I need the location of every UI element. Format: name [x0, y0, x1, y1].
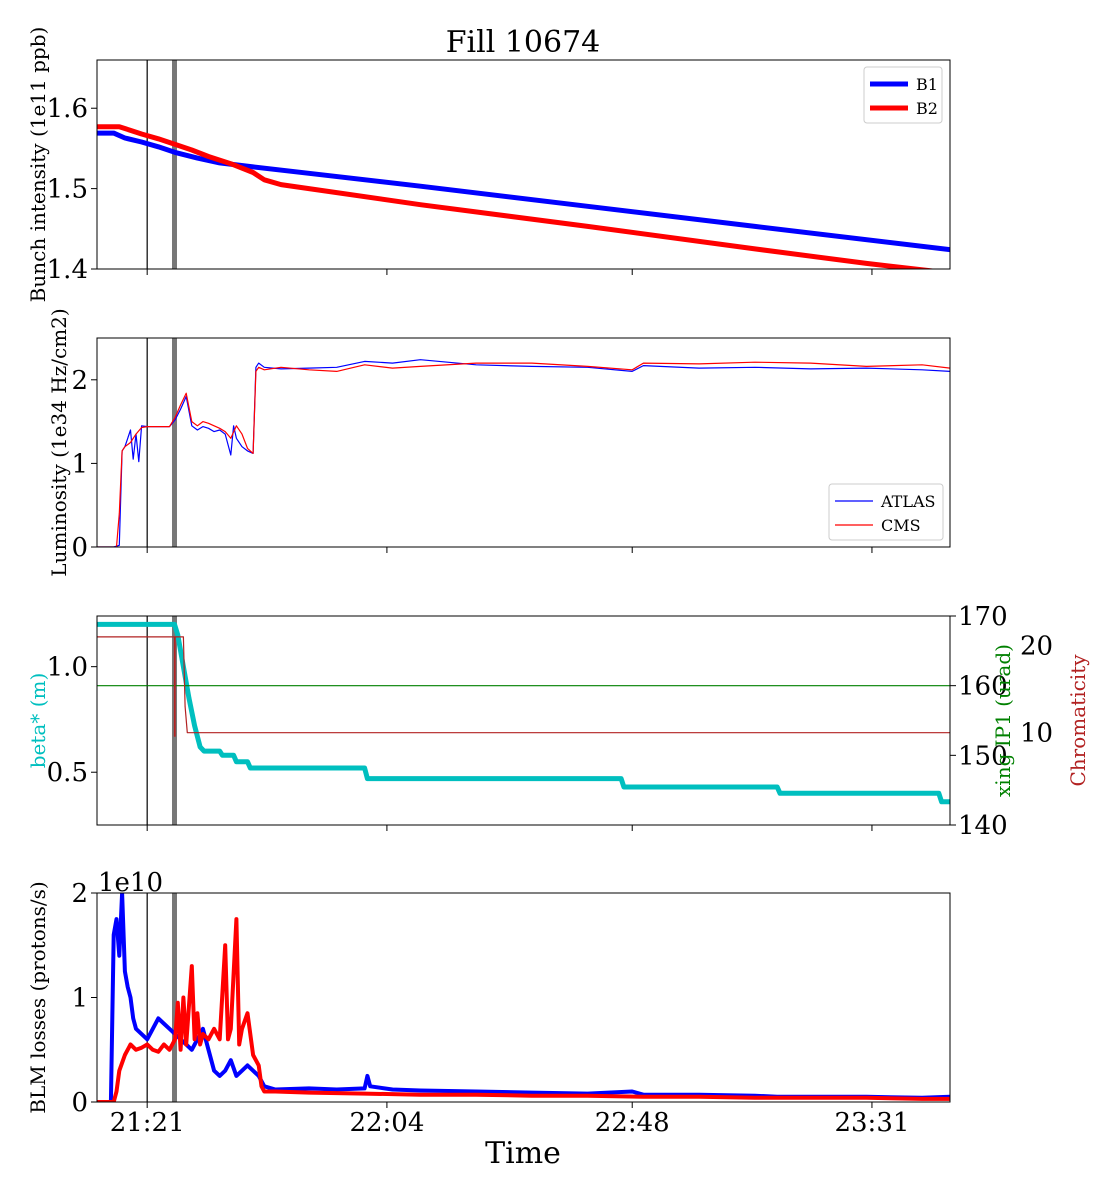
- y-axis-label: Bunch intensity (1e11 ppb): [26, 27, 50, 303]
- x-tick-label: 23:31: [834, 1108, 909, 1138]
- axes-frame: [96, 59, 951, 270]
- panel-4: 0 1 2 21:21 22:04 22:48 23:31 BLM losses (proto…: [26, 868, 951, 1138]
- axes-frame: [96, 337, 951, 548]
- series-chroma-line: [97, 636, 950, 737]
- series-atlas-line: [97, 359, 950, 547]
- y-axis-label: Luminosity (1e34 Hz/cm2): [47, 308, 71, 576]
- y-tick-label: 1.0: [47, 653, 88, 683]
- series-group: [97, 893, 950, 1102]
- x-tick-label: 21:21: [110, 1108, 185, 1138]
- y2-tick-label: 160: [958, 672, 1008, 702]
- legend-label-b2: B2: [916, 99, 938, 118]
- y-tick-label: 0: [71, 1088, 88, 1118]
- y3-tick-label: 10: [1020, 719, 1053, 749]
- y-tick-label: 1.5: [47, 175, 88, 205]
- series-b2-line: [97, 917, 950, 1102]
- y-axis-label: beta* (m): [26, 673, 50, 769]
- series-b2-line: [97, 124, 938, 269]
- legend: ATLAS CMS: [828, 483, 944, 541]
- y2-tick-label: 150: [958, 741, 1008, 771]
- y2-tick-label: 170: [958, 602, 1008, 632]
- series-cms-line: [97, 361, 950, 547]
- y-tick-label: 2: [71, 366, 88, 396]
- y2-tick-label: 140: [958, 811, 1008, 841]
- y-tick-label: 1: [71, 984, 88, 1014]
- x-tick-label: 22:04: [349, 1108, 424, 1138]
- y-tick-label: 1: [71, 449, 88, 479]
- y-axis-label: BLM losses (protons/s): [26, 881, 50, 1113]
- x-tick-label: 22:48: [595, 1108, 670, 1138]
- legend-label-b1: B1: [916, 75, 938, 94]
- y2-axis-label: xing IP1 (urad): [991, 644, 1015, 797]
- y-tick-label: 2: [71, 879, 88, 909]
- y3-axis-label: Chromaticity: [1066, 654, 1090, 787]
- y-tick-label: 1.4: [47, 255, 88, 285]
- series-b1-line: [97, 130, 950, 253]
- legend-label-atlas: ATLAS: [880, 492, 936, 511]
- y-tick-label: 1.6: [47, 94, 88, 124]
- series-group: [97, 359, 950, 547]
- legend-label-cms: CMS: [881, 516, 921, 535]
- series-beta-line: [97, 621, 950, 805]
- axes-frame: [96, 615, 951, 826]
- legend-box: [828, 483, 944, 541]
- chart-title: Fill 10674: [446, 25, 601, 60]
- series-b1-line: [97, 893, 950, 1102]
- series-group: [97, 124, 950, 269]
- x-axis-label: Time: [485, 1136, 561, 1171]
- y-tick-label: 0: [71, 533, 88, 563]
- series-group: [97, 621, 950, 805]
- y-tick-label: 0.5: [47, 758, 88, 788]
- y3-tick-label: 20: [1020, 632, 1053, 662]
- y-scale-label: 1e10: [98, 868, 163, 898]
